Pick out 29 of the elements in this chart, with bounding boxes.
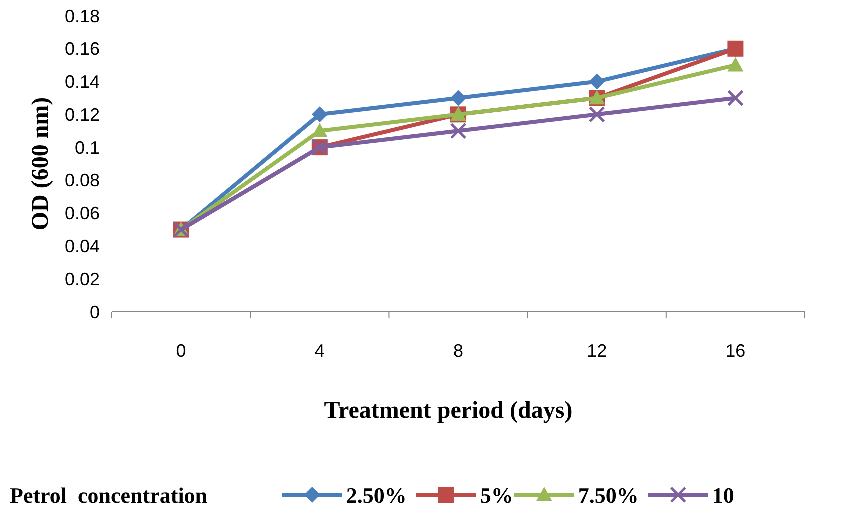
x-tick-label: 4 bbox=[314, 341, 325, 361]
point bbox=[589, 74, 606, 90]
x-tick-label: 12 bbox=[587, 341, 608, 361]
y-tick-label: 0.06 bbox=[64, 204, 100, 224]
y-tick-label: 0.08 bbox=[64, 170, 100, 191]
y-tick-label: 0.12 bbox=[64, 104, 100, 125]
y-tick-label: 0.02 bbox=[64, 269, 100, 290]
y-tick-label: 0.18 bbox=[64, 6, 100, 26]
legend-label: 5% bbox=[480, 483, 514, 508]
y-tick-label: 0.14 bbox=[64, 72, 100, 92]
y-tick-label: 0.1 bbox=[74, 138, 100, 158]
y-tick-label: 0 bbox=[90, 302, 100, 322]
y-tick-label: 0.16 bbox=[64, 39, 100, 60]
y-tick-label: 0.04 bbox=[64, 236, 100, 257]
y-axis-title: OD (600 nm) bbox=[28, 97, 54, 231]
point bbox=[450, 90, 466, 106]
legend-label: 10 bbox=[712, 483, 734, 508]
x-tick-label: 0 bbox=[176, 341, 186, 361]
x-tick-label: 8 bbox=[453, 341, 464, 361]
point bbox=[312, 106, 328, 123]
point bbox=[588, 106, 606, 123]
point bbox=[728, 57, 744, 72]
legend-title: Petrol concentration bbox=[10, 483, 208, 508]
point bbox=[450, 122, 467, 140]
legend-label: 2.50% bbox=[346, 483, 407, 508]
x-tick-label: 16 bbox=[726, 341, 746, 361]
x-axis-title: Treatment period (days) bbox=[324, 398, 573, 424]
point bbox=[727, 90, 744, 106]
legend-label: 7.50% bbox=[578, 483, 639, 508]
